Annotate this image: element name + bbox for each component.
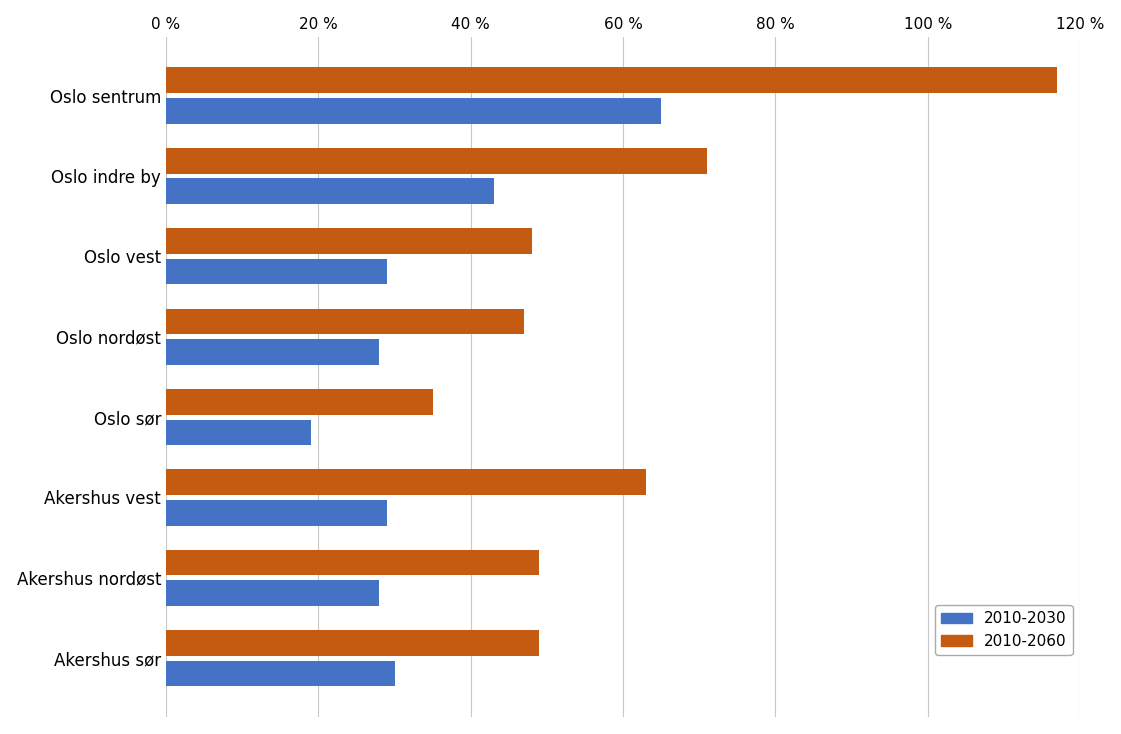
Bar bbox=[166, 630, 539, 656]
Bar bbox=[166, 98, 661, 124]
Bar bbox=[166, 420, 311, 446]
Bar bbox=[166, 259, 387, 285]
Bar bbox=[166, 68, 1057, 93]
Bar bbox=[166, 661, 395, 686]
Bar bbox=[166, 339, 379, 365]
Bar bbox=[166, 469, 646, 495]
Bar bbox=[166, 228, 531, 254]
Bar bbox=[166, 581, 379, 606]
Bar bbox=[166, 178, 493, 204]
Bar bbox=[166, 500, 387, 526]
Bar bbox=[166, 308, 524, 334]
Legend: 2010-2030, 2010-2060: 2010-2030, 2010-2060 bbox=[935, 606, 1073, 655]
Bar bbox=[166, 389, 433, 415]
Bar bbox=[166, 550, 539, 575]
Bar bbox=[166, 148, 707, 173]
